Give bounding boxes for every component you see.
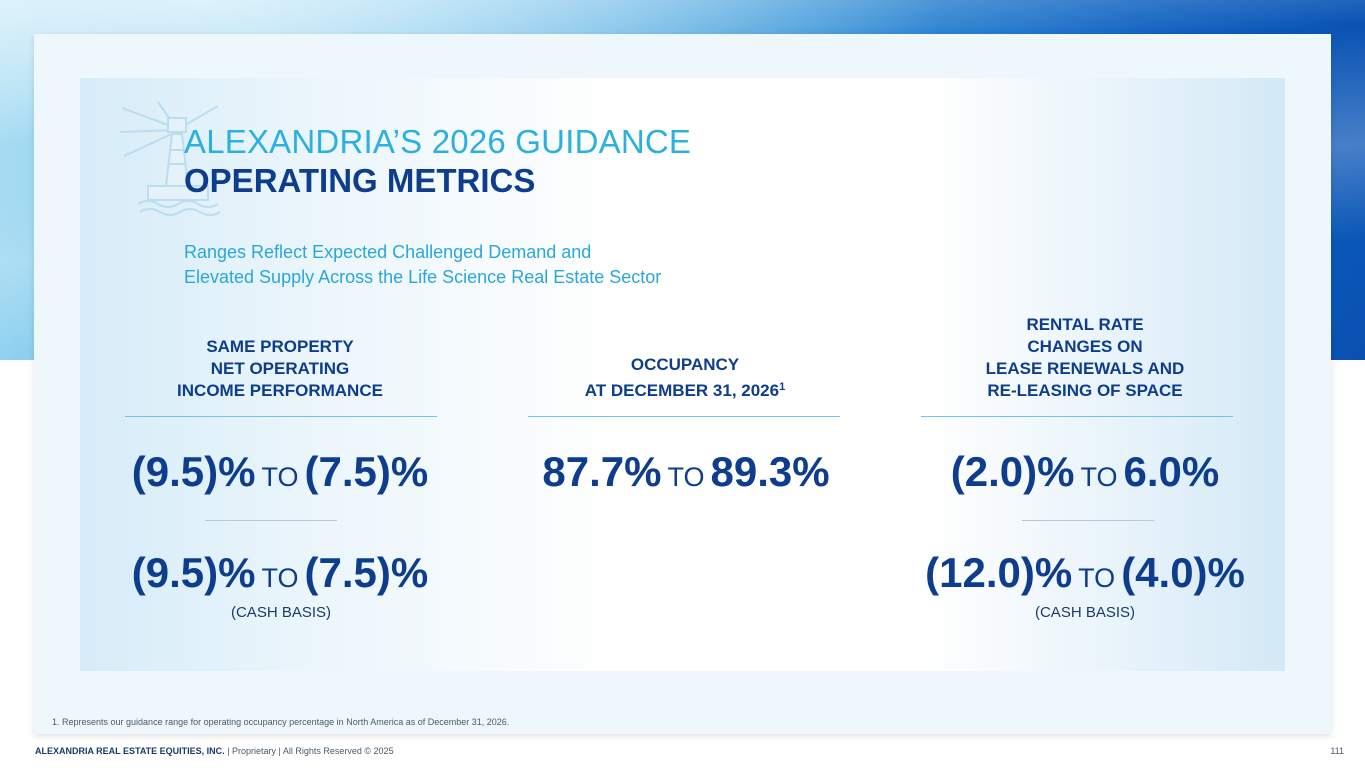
footer-rights: | Proprietary | All Rights Reserved © 20… <box>224 746 394 756</box>
column-heading-wrap: SAME PROPERTY NET OPERATING INCOME PERFO… <box>115 310 445 402</box>
range-high: (7.5)% <box>304 448 429 495</box>
range-high: (4.0)% <box>1121 549 1245 596</box>
footer: ALEXANDRIA REAL ESTATE EQUITIES, INC. | … <box>35 746 394 756</box>
metric-occupancy-range: 87.7% TO 89.3% <box>486 447 886 502</box>
cash-basis-label: (CASH BASIS) <box>230 604 332 621</box>
range-to: TO <box>261 563 299 593</box>
column-heading-wrap: RENTAL RATE CHANGES ON LEASE RENEWALS AN… <box>920 310 1250 402</box>
metric-rental-range: (2.0)% TO 6.0% <box>885 447 1285 502</box>
column-heading-wrap: OCCUPANCY AT DECEMBER 31, 20261 <box>520 310 850 402</box>
heading-line: SAME PROPERTY <box>206 337 354 356</box>
range-low: 87.7% <box>542 448 662 495</box>
range-to: TO <box>1078 563 1116 593</box>
range-low: (12.0)% <box>925 549 1073 596</box>
metric-noi-cash-range: (9.5)% TO (7.5)% <box>80 548 480 603</box>
footnote: 1. Represents our guidance range for ope… <box>52 717 510 727</box>
range-low: (9.5)% <box>131 448 256 495</box>
metric-noi-range: (9.5)% TO (7.5)% <box>80 447 480 502</box>
column-heading: RENTAL RATE CHANGES ON LEASE RENEWALS AN… <box>920 314 1250 402</box>
range-high: 6.0% <box>1123 448 1220 495</box>
subtitle: Ranges Reflect Expected Challenged Deman… <box>184 240 661 290</box>
heading-line: CHANGES ON <box>1027 337 1143 356</box>
metric-rental-cash-range: (12.0)% TO (4.0)% <box>885 548 1285 603</box>
heading-line-text: AT DECEMBER 31, 2026 <box>584 381 780 400</box>
heading-divider <box>125 416 437 417</box>
heading-line: LEASE RENEWALS AND <box>985 359 1185 378</box>
footnote-marker: 1 <box>779 381 786 393</box>
range-to: TO <box>261 462 299 492</box>
heading-line: RE-LEASING OF SPACE <box>987 381 1183 400</box>
range-low: (2.0)% <box>950 448 1075 495</box>
heading-line: AT DECEMBER 31, 20261 <box>520 376 850 402</box>
range-to: TO <box>1080 462 1118 492</box>
heading-divider <box>528 416 840 417</box>
title-guidance: ALEXANDRIA’S 2026 GUIDANCE <box>184 123 692 160</box>
range-to: TO <box>667 462 705 492</box>
heading-line: INCOME PERFORMANCE <box>177 381 383 400</box>
range-high: (7.5)% <box>304 549 429 596</box>
lighthouse-icon <box>119 101 221 216</box>
title-operating-metrics: OPERATING METRICS <box>184 162 536 199</box>
heading-line: RENTAL RATE <box>1026 315 1144 334</box>
column-heading: SAME PROPERTY NET OPERATING INCOME PERFO… <box>115 336 445 402</box>
subtitle-line-2: Elevated Supply Across the Life Science … <box>184 267 662 287</box>
content-panel <box>80 78 1285 671</box>
metric-divider <box>205 520 337 521</box>
range-high: 89.3% <box>710 448 830 495</box>
metric-divider <box>1022 520 1154 521</box>
subtitle-line-1: Ranges Reflect Expected Challenged Deman… <box>184 242 592 262</box>
heading-divider <box>921 416 1233 417</box>
range-low: (9.5)% <box>131 549 256 596</box>
heading-line: NET OPERATING <box>210 359 350 378</box>
footer-company: ALEXANDRIA REAL ESTATE EQUITIES, INC. <box>35 746 225 756</box>
page-number: 111 <box>1330 746 1344 756</box>
column-heading: OCCUPANCY AT DECEMBER 31, 20261 <box>520 354 850 402</box>
cash-basis-label: (CASH BASIS) <box>1034 604 1136 621</box>
heading-line: OCCUPANCY <box>630 355 740 374</box>
